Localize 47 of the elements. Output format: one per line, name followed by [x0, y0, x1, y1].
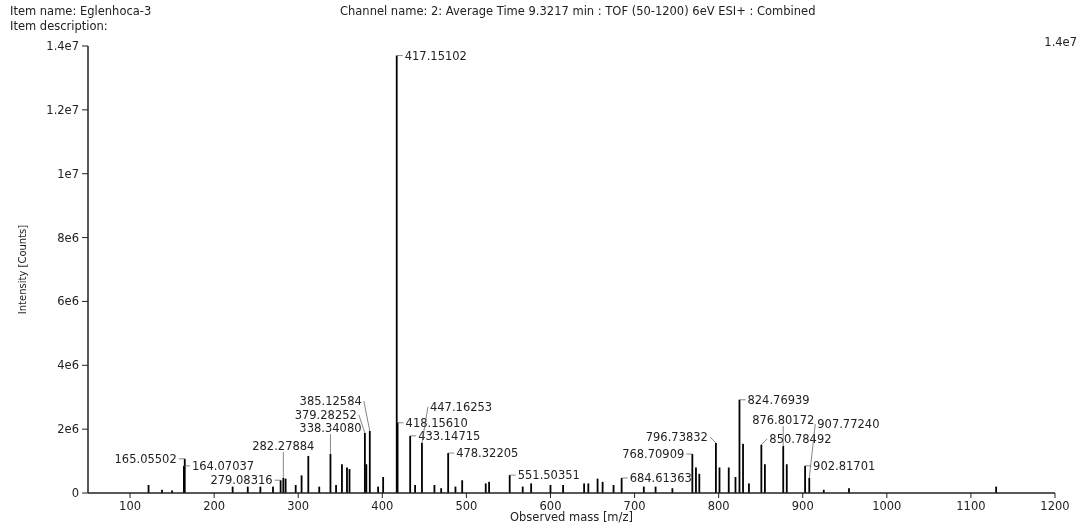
annotation: 768.70909 [622, 447, 685, 462]
annotation: 279.08316 [210, 473, 273, 488]
x-tick-label: 500 [455, 499, 478, 513]
annotation: 796.73832 [645, 429, 708, 444]
annotation: 338.34080 [299, 421, 362, 436]
x-tick-label: 100 [119, 499, 142, 513]
annotation: 164.07037 [191, 458, 255, 473]
text: Item name: Eglenhoca-3 [10, 4, 152, 18]
y-tick-label: 1e7 [57, 166, 79, 181]
text: Item description: [10, 19, 108, 33]
annotation: 824.76939 [747, 392, 810, 407]
annotation: 447.16253 [429, 399, 493, 414]
annotation: 907.77240 [817, 416, 880, 431]
y-tick-label: 2e6 [57, 422, 79, 437]
x-tick-label: 800 [707, 499, 730, 513]
y-tick-label: 4e6 [57, 358, 79, 373]
x-tick-label: 1100 [956, 499, 986, 513]
annotation: 684.61363 [629, 470, 692, 485]
annotation: 551.50351 [517, 468, 580, 483]
y-tick-label: 1.4e7 [46, 39, 79, 53]
y-tick-label: 6e6 [57, 294, 79, 309]
annotation: 379.28252 [294, 407, 357, 422]
annotation: 282.27884 [252, 438, 315, 453]
annotation: 417.15102 [404, 48, 467, 63]
chart-title: Channel name: 2: Average Time 9.3217 min : TOF (50-1200) 6eV ESI+ : Combined [340, 4, 816, 18]
x-tick-label: 300 [287, 499, 310, 513]
y-tick-label: 1.2e7 [46, 102, 79, 117]
annotation: 850.78492 [769, 431, 832, 446]
y-tick-label: 8e6 [57, 230, 79, 245]
annotation: 876.80172 [752, 413, 815, 428]
annotation: 433.14715 [418, 428, 481, 443]
annotation: 385.12584 [299, 394, 362, 409]
annotation: 418.15610 [405, 415, 468, 430]
annotation: 165.05502 [114, 451, 177, 466]
annotation: 1.4e7 [1044, 35, 1077, 49]
x-tick-label: 600 [539, 499, 562, 513]
y-tick-label: 0 [71, 486, 79, 500]
x-axis-title: Observed mass [m/z] [510, 510, 633, 524]
x-tick-label: 400 [371, 499, 394, 513]
annotation: 902.81701 [813, 458, 876, 473]
x-tick-label: 700 [623, 499, 646, 513]
x-tick-label: 900 [791, 499, 814, 513]
x-tick-label: 200 [203, 499, 226, 513]
x-tick-label: 1000 [872, 499, 902, 513]
y-axis-title: Intensity [Counts] [17, 224, 28, 315]
x-tick-label: 1200 [1040, 499, 1070, 513]
annotation: 478.32205 [456, 446, 519, 461]
